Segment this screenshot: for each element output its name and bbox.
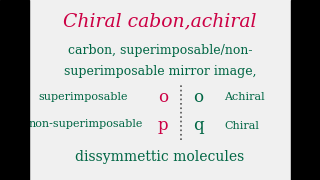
Text: Chiral: Chiral [224,121,259,131]
Text: non-superimposable: non-superimposable [29,119,143,129]
Text: p: p [158,118,169,134]
Text: q: q [193,118,204,134]
Text: dissymmettic molecules: dissymmettic molecules [76,150,244,164]
Bar [0,0,29,180]
Text: carbon, superimposable/non-: carbon, superimposable/non- [68,44,252,57]
Text: Achiral: Achiral [224,92,265,102]
Bar [291,0,320,180]
Text: superimposable mirror image,: superimposable mirror image, [64,66,256,78]
Text: o: o [193,89,204,106]
Text: superimposable: superimposable [38,92,128,102]
Text: o: o [158,89,168,106]
Text: Chiral cabon,achiral: Chiral cabon,achiral [63,13,257,31]
